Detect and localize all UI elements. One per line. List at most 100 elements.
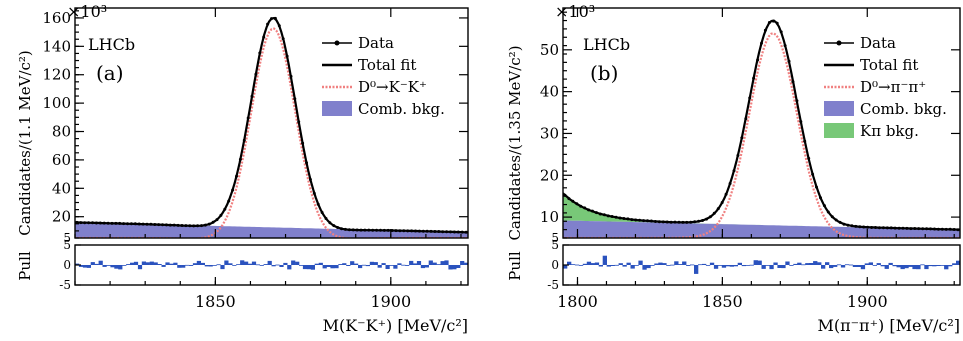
y-tick-label: 160: [42, 9, 71, 27]
pull-bar: [204, 265, 209, 267]
data-point: [235, 174, 238, 178]
pull-bar: [848, 264, 854, 266]
pull-bar: [630, 265, 635, 269]
data-point: [417, 229, 421, 233]
data-point: [614, 215, 618, 219]
data-point: [285, 54, 289, 58]
pull-y-tick-label: 5: [63, 238, 71, 252]
panel-a: 20 40 60 80 100 120 140 160 5 ×10³ Candidates/(1.1…: [16, 2, 469, 335]
data-point: [87, 221, 91, 225]
pull-bar: [944, 265, 949, 270]
data-point: [681, 220, 685, 224]
pull-bar: [365, 265, 370, 267]
data-point: [133, 222, 137, 226]
pull-bar: [563, 265, 568, 269]
main-frame: [74, 7, 469, 239]
data-point: [763, 28, 767, 32]
legend-entry-label: D⁰→K⁻K⁺: [358, 78, 427, 96]
data-point: [168, 223, 172, 227]
data-point: [929, 227, 932, 231]
pull-bar: [393, 265, 398, 269]
pull-bar: [247, 263, 253, 265]
pull-panel: -5 0 5 1800 1850 1900 Pull: [506, 238, 961, 311]
pull-bar: [924, 265, 929, 270]
legend-comb-bkg-swatch: [824, 101, 854, 116]
data-point: [367, 228, 371, 232]
data-point: [893, 226, 897, 230]
pull-bar: [705, 265, 711, 266]
pull-bar: [642, 265, 647, 270]
data-point: [622, 217, 626, 220]
pull-bar: [721, 265, 727, 268]
data-point: [819, 196, 822, 200]
data-point: [129, 222, 133, 226]
data-point: [207, 222, 211, 226]
data-point: [799, 120, 803, 124]
pull-bar: [271, 265, 276, 267]
pull-y-tick-label: 0: [551, 258, 559, 272]
pull-bar: [232, 265, 237, 266]
data-point: [355, 228, 359, 232]
data-point: [775, 21, 779, 25]
data-points: [75, 16, 468, 234]
data-point: [948, 227, 952, 231]
pull-bar: [185, 264, 190, 266]
data-point: [98, 221, 102, 225]
data-point: [301, 141, 305, 145]
pull-bar: [283, 262, 288, 265]
pull-bar: [622, 265, 627, 267]
data-point: [273, 16, 277, 20]
data-point: [460, 230, 464, 234]
pull-bar: [279, 265, 284, 267]
pull-y-tick-label: 5: [551, 238, 559, 252]
data-point: [909, 227, 913, 231]
pull-bar: [381, 263, 386, 265]
data-point: [351, 228, 355, 232]
data-point: [254, 72, 258, 76]
data-point: [591, 209, 594, 213]
data-point: [677, 220, 681, 224]
pull-bar: [456, 265, 461, 268]
data-point: [114, 221, 118, 225]
data-point: [811, 172, 815, 176]
legend-entry-label: Total fit: [860, 56, 918, 74]
pull-bar: [920, 264, 925, 266]
pull-bar: [698, 264, 703, 266]
data-point: [215, 218, 219, 222]
data-point: [866, 225, 870, 229]
data-point: [200, 224, 203, 228]
pull-bar: [436, 264, 441, 265]
pull-bar: [145, 262, 150, 265]
pull-bar: [900, 265, 905, 270]
pull-bar: [578, 265, 584, 266]
experiment-label: LHCb: [583, 35, 630, 54]
pull-bar: [369, 261, 374, 265]
data-point: [649, 219, 653, 223]
pull-bar: [322, 265, 327, 269]
data-point: [579, 204, 583, 208]
pull-bar: [130, 262, 135, 265]
data-point: [842, 222, 846, 226]
x-axis-label: M(K⁻K⁺) [MeV/c²]: [323, 316, 468, 335]
signal-curve: [563, 32, 960, 238]
data-point: [744, 117, 748, 121]
legend: Data Total fit D⁰→π⁻π⁺ Comb. bkg. Kπ bkg.: [824, 34, 947, 140]
data-point: [227, 199, 231, 203]
pull-bar: [769, 265, 774, 270]
pull-bar: [326, 265, 331, 267]
pull-y-tick-label: -5: [59, 278, 71, 292]
y-tick-label: 60: [52, 151, 71, 169]
experiment-label: LHCb: [88, 35, 135, 54]
data-point: [347, 228, 351, 232]
pull-bar: [110, 265, 115, 268]
y-tick-label: 80: [52, 123, 71, 141]
pull-bar: [189, 265, 194, 266]
pull-bar: [263, 264, 268, 265]
pull-bar: [310, 265, 315, 270]
pull-bar: [836, 264, 842, 266]
data-point: [693, 220, 697, 224]
data-point: [575, 202, 579, 206]
data-point: [277, 24, 281, 28]
x-tick-label: 1900: [370, 292, 411, 311]
